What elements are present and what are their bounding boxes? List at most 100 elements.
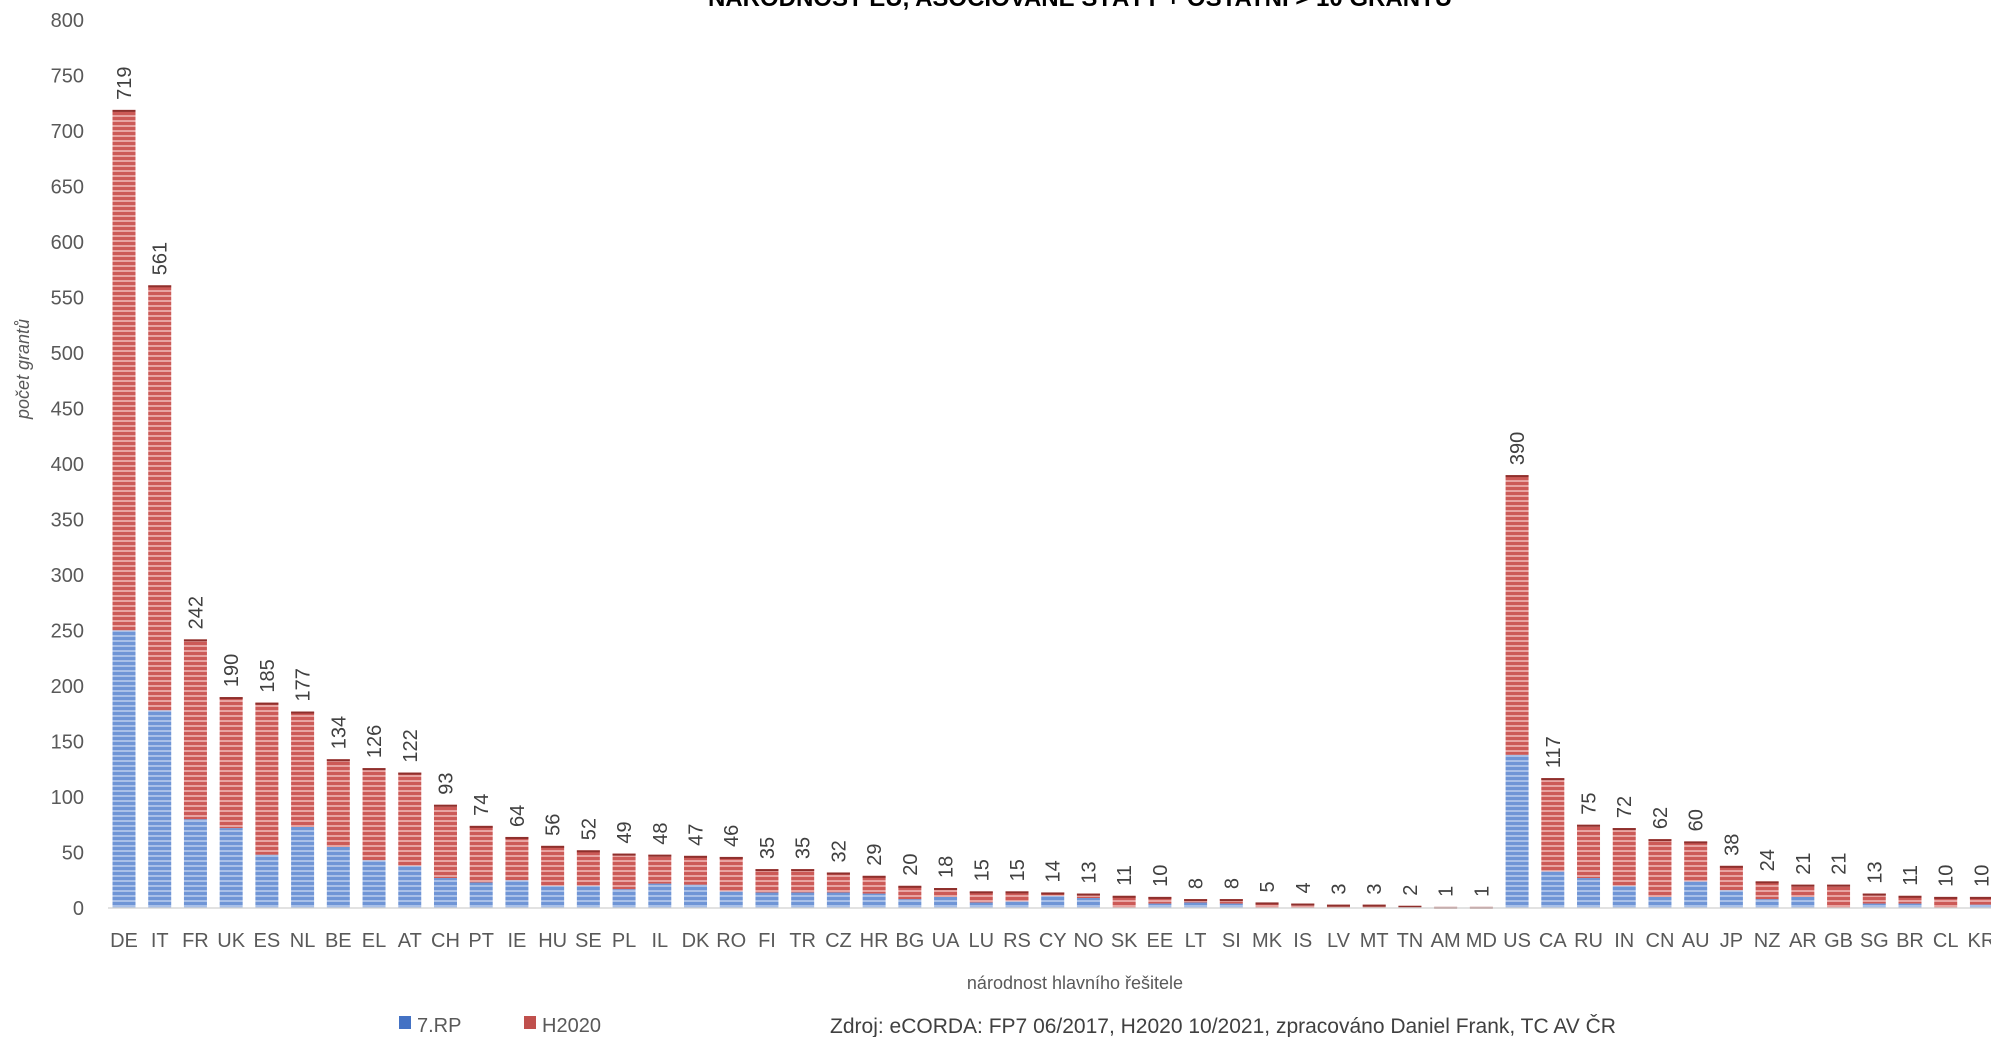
data-label: 24: [1757, 849, 1779, 871]
y-tick-label: 400: [51, 454, 84, 476]
bar-segment-h2020: [183, 639, 207, 820]
bar-segment-h2020: [719, 856, 743, 892]
bar-cap: [433, 804, 457, 807]
bar-segment-h2020: [576, 850, 600, 886]
x-tick-label: BE: [325, 930, 352, 952]
bar-segment-h2020: [1291, 903, 1315, 908]
legend-label-7rp: 7.RP: [417, 1015, 461, 1037]
bar-segment-7rp: [112, 630, 136, 908]
bar-segment-7rp: [433, 878, 457, 908]
x-tick-label: DK: [682, 930, 710, 952]
x-tick-label: IL: [651, 930, 668, 952]
x-tick-label: LU: [968, 930, 994, 952]
x-tick-label: JP: [1720, 930, 1743, 952]
bar-cap: [1362, 904, 1386, 907]
data-label: 122: [400, 729, 422, 762]
data-label: 390: [1507, 432, 1529, 465]
bar-cap: [469, 825, 493, 828]
bar-cap: [1541, 778, 1565, 781]
bar-segment-7rp: [1719, 890, 1743, 908]
x-tick-label: DE: [110, 930, 138, 952]
data-label: 11: [1114, 865, 1136, 886]
data-label: 35: [793, 837, 815, 859]
bar-segment-7rp: [1076, 898, 1100, 908]
bar-segment-h2020: [433, 804, 457, 879]
x-tick-label: HR: [860, 930, 889, 952]
data-label: 21: [1793, 852, 1815, 874]
y-tick-label: 650: [51, 177, 84, 199]
y-tick-label: 0: [73, 898, 84, 920]
y-axis-label: počet grantů: [13, 319, 33, 420]
x-tick-label: PT: [468, 930, 494, 952]
bar-segment-h2020: [1219, 899, 1243, 904]
data-label: 72: [1614, 796, 1636, 818]
bar-segment-h2020: [1827, 884, 1851, 908]
x-tick-label: EL: [362, 930, 386, 952]
bar-segment-h2020: [755, 869, 779, 893]
bar-segment-h2020: [1934, 896, 1958, 908]
bar-segment-7rp: [969, 902, 993, 908]
data-label: 75: [1579, 793, 1601, 815]
bar-segment-7rp: [326, 846, 350, 908]
data-label: 14: [1043, 860, 1065, 882]
bar-segment-h2020: [291, 711, 315, 827]
x-tick-label: GB: [1824, 930, 1853, 952]
data-label: 3: [1364, 884, 1386, 895]
bar-segment-7rp: [1541, 871, 1565, 908]
bar-segment-h2020: [255, 702, 279, 855]
bar-segment-7rp: [1755, 899, 1779, 908]
data-label: 13: [1078, 861, 1100, 883]
data-label: 38: [1721, 834, 1743, 856]
x-tick-label: UK: [217, 930, 245, 952]
data-label: 74: [471, 794, 493, 816]
bar-cap: [1291, 903, 1315, 906]
bar-cap: [826, 872, 850, 875]
data-label: 20: [900, 854, 922, 876]
x-tick-label: MT: [1360, 930, 1389, 952]
bar-segment-h2020: [1612, 828, 1636, 886]
legend-swatch-h2020: [524, 1016, 536, 1029]
x-tick-label: US: [1503, 930, 1531, 952]
legend: 7.RP H2020: [399, 1015, 601, 1037]
bar-segment-h2020: [1577, 824, 1601, 879]
source-note: Zdroj: eCORDA: FP7 06/2017, H2020 10/202…: [830, 1015, 1616, 1037]
bar-segment-h2020: [1791, 884, 1815, 897]
x-tick-label: TN: [1397, 930, 1424, 952]
bar-cap: [1612, 828, 1636, 831]
data-label: 1: [1436, 886, 1458, 897]
bar-segment-7rp: [1791, 896, 1815, 908]
bar-cap: [1648, 839, 1672, 842]
bar-cap: [791, 869, 815, 872]
data-label: 134: [328, 716, 350, 749]
bar-segment-h2020: [398, 772, 422, 866]
bar-segment-h2020: [862, 875, 886, 894]
data-label: 21: [1829, 852, 1851, 874]
data-label: 10: [1150, 865, 1172, 887]
bar-cap: [1112, 895, 1136, 898]
bar-cap: [1577, 824, 1601, 827]
data-label: 185: [257, 659, 279, 692]
bar-segment-7rp: [1505, 754, 1529, 908]
x-tick-label: MK: [1252, 930, 1283, 952]
data-label: 52: [578, 818, 600, 840]
bar-segment-h2020: [1541, 778, 1565, 872]
x-tick-label: FR: [182, 930, 209, 952]
y-tick-label: 750: [51, 66, 84, 88]
x-tick-label: PL: [612, 930, 636, 952]
bar-segment-7rp: [398, 865, 422, 908]
x-tick-label: AU: [1682, 930, 1710, 952]
data-label: 5: [1257, 881, 1279, 892]
y-tick-label: 50: [62, 843, 84, 865]
bar-segment-h2020: [1648, 839, 1672, 897]
bar-cap: [1934, 896, 1958, 899]
data-label: 13: [1864, 861, 1886, 883]
bar-segment-7rp: [505, 880, 529, 908]
bar-cap: [969, 891, 993, 894]
x-tick-label: NL: [290, 930, 316, 952]
x-tick-label: SE: [575, 930, 602, 952]
x-tick-label: RU: [1574, 930, 1603, 952]
y-tick-label: 600: [51, 232, 84, 254]
bar-segment-h2020: [1862, 893, 1886, 904]
x-axis: DE IT FR UK ES NL BE EL AT CH PT IE HU SE PL IL DK RO FI TR…: [110, 930, 1991, 952]
